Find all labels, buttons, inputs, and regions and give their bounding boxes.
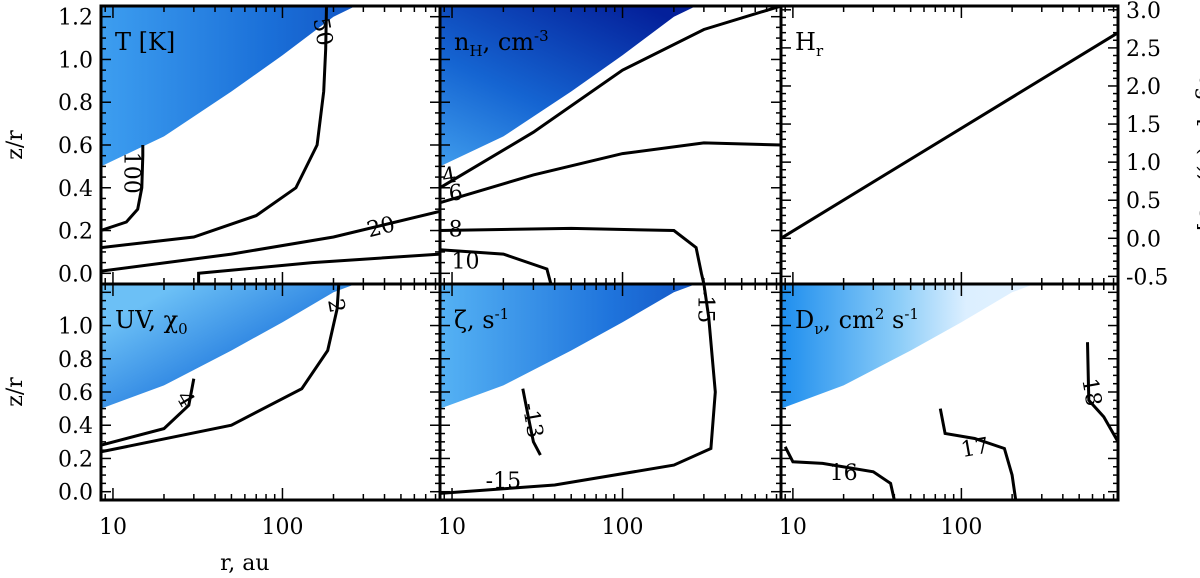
contour-label: 16 [830,461,858,486]
panel-diffusion: 16 17 18 Dν, cm2 s-1 [779,282,1120,502]
contour-line--13 [521,388,542,456]
y-tick-label: 0.4 [58,177,93,202]
right-y-tick-label: 0.0 [1126,227,1161,252]
contour-line-8 [440,226,706,284]
panel-label: UV, χ0 [115,306,188,338]
x-tick-label: 10 [99,515,127,540]
y-tick-label: 0.0 [58,481,93,506]
contour-label: 50 [307,16,336,48]
right-y-tick-label: 2.0 [1126,75,1161,100]
x-tick-label: 100 [940,515,982,540]
contour-line-6 [440,141,781,205]
contour-line-16 [783,446,896,500]
disk-surface-mask [440,6,781,284]
contour-line-17 [938,408,1018,500]
contour-label: 17 [959,434,991,463]
contour-label: 4 [440,163,458,190]
disk-surface-mask [781,284,1118,500]
contour-line-2 [101,284,341,454]
right-y-axis-title: Log₁₀[H(r), AU] [1194,59,1200,231]
contour-label: 18 [1076,376,1105,408]
y-tick-label: 0.8 [58,348,93,373]
disk-surface-mask [440,284,781,500]
panel-label: ζ, s-1 [454,305,509,334]
panel-label: T [K] [115,28,175,56]
right-y-tick-label: 3.0 [1126,0,1161,24]
x-tick-label: 10 [779,515,807,540]
y-tick-label: 0.0 [58,262,93,287]
panel-frame [779,4,1120,286]
contour-line-50 [101,6,328,250]
x-tick-label: 100 [261,515,303,540]
right-y-tick-label: 2.5 [1126,37,1161,62]
contour-line--15 [440,284,717,495]
y-tick-label: 0.8 [58,91,93,116]
disk-surface-mask [101,6,440,284]
right-y-tick-label: 0.5 [1126,189,1161,214]
panel-label: Hr [795,28,824,60]
contour-label: -15 [486,469,521,494]
contour-label: 100 [118,152,143,194]
axes-layer: 0.0 0.2 0.4 0.6 0.8 1.0 1.2 z/r -0.5 0.0 0.5 1.0 1.5… [3,0,1200,576]
scale-height-line [781,31,1118,240]
y-tick-label: 0.2 [58,220,93,245]
y-tick-label: 0.6 [58,134,93,159]
contour-line-4 [440,6,781,190]
y-tick-label: 1.0 [58,48,93,73]
contour-line-unlabeled [197,252,440,284]
contour-line-20 [101,209,440,273]
y-axis-title: z/r [3,130,28,160]
contour-label: 6 [448,180,465,206]
disk-surface-mask [101,284,440,500]
contour-label: 10 [452,249,480,274]
right-y-tick-label: 1.0 [1126,151,1161,176]
y-axis-title: z/r [3,377,28,407]
contour-line-4 [101,378,196,447]
y-tick-label: 1.2 [58,6,93,31]
panel-ionization: -13 -15 -15 ζ, s-1 [438,282,783,502]
y-tick-label: 1.0 [58,315,93,340]
right-y-tick-label: -0.5 [1126,265,1168,290]
contour-line-100 [101,145,145,232]
panel-density: 46 8 10 nH, cm-3 [438,4,783,286]
panel-label: Dν, cm2 s-1 [795,305,919,338]
contour-label: -15 [692,288,717,323]
panel-scale-height: Hr [779,4,1120,286]
contour-label: 2 [322,297,349,315]
x-axis-title: r, au [220,551,269,576]
x-tick-label: 100 [602,515,644,540]
contour-label: -13 [517,401,548,440]
panel-label: nH, cm-3 [454,27,549,60]
y-tick-label: 0.2 [58,447,93,472]
y-tick-label: 0.6 [58,381,93,406]
contour-label: 8 [449,217,463,242]
contour-line-10 [440,248,553,284]
contour-line-18 [1086,342,1118,443]
y-tick-label: 0.4 [58,414,93,439]
right-y-tick-label: 1.5 [1126,113,1161,138]
x-tick-label: 10 [438,515,466,540]
